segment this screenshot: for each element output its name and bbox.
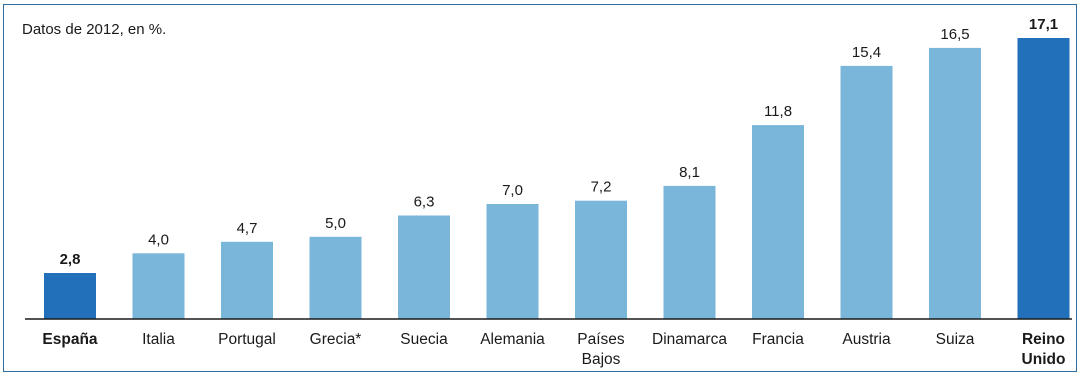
bar-9 <box>840 65 893 320</box>
data-label-4: 6,3 <box>414 194 435 211</box>
category-label-11-line-1: Unido <box>1022 351 1066 368</box>
bar-5 <box>486 204 539 319</box>
category-label-7: Dinamarca <box>652 331 727 348</box>
category-label-8: Francia <box>752 331 804 348</box>
category-label-3: Grecia* <box>310 331 362 348</box>
category-label-0: España <box>42 331 98 348</box>
category-label-5: Alemania <box>480 331 545 348</box>
data-label-8: 11,8 <box>764 103 792 120</box>
data-label-3: 5,0 <box>325 215 346 232</box>
category-label-6-line-0: Países <box>577 331 625 348</box>
data-label-10: 16,5 <box>940 26 969 43</box>
bar-10 <box>929 47 981 320</box>
category-label-1: Italia <box>142 331 175 348</box>
bar-0 <box>44 273 96 319</box>
bar-3 <box>309 236 362 319</box>
data-label-11: 17,1 <box>1029 16 1058 33</box>
bar-2 <box>221 241 273 319</box>
bar-4 <box>398 215 450 319</box>
data-label-6: 7,2 <box>591 179 612 196</box>
data-label-2: 4,7 <box>237 220 258 237</box>
data-label-1: 4,0 <box>148 231 169 248</box>
category-label-10: Suiza <box>936 331 975 348</box>
bar-1 <box>132 253 185 319</box>
bar-6 <box>575 200 627 319</box>
data-label-0: 2,8 <box>60 251 81 268</box>
category-label-11-line-0: Reino <box>1022 331 1065 348</box>
chart-subtitle: Datos de 2012, en %. <box>22 21 167 38</box>
data-label-5: 7,0 <box>502 182 523 199</box>
bar-8 <box>752 125 804 319</box>
data-label-9: 15,4 <box>852 44 881 61</box>
category-label-2: Portugal <box>218 331 276 348</box>
bar-7 <box>663 185 716 319</box>
category-label-4: Suecia <box>400 331 448 348</box>
category-label-9: Austria <box>842 331 891 348</box>
bar-11 <box>1017 38 1070 319</box>
data-label-7: 8,1 <box>679 164 700 181</box>
category-label-6-line-1: Bajos <box>582 351 621 368</box>
